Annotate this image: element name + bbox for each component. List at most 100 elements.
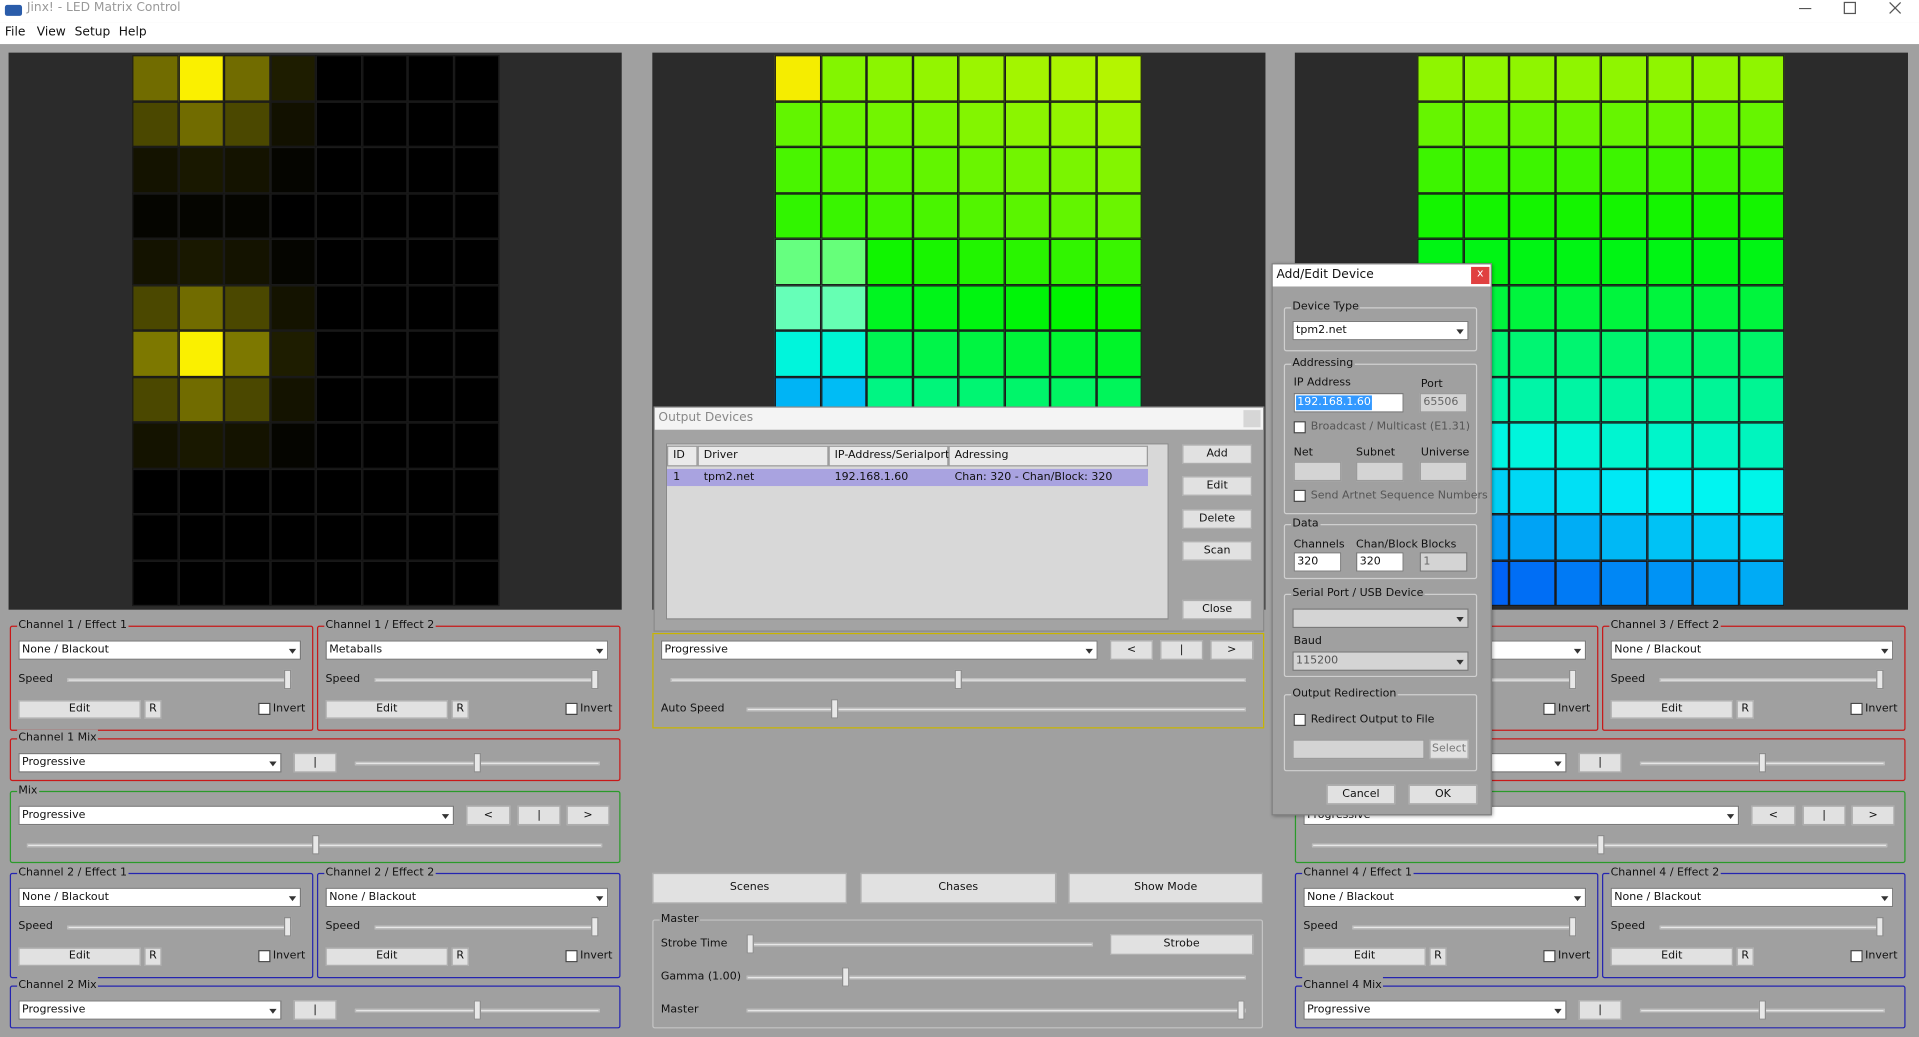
window-controls[interactable] <box>1787 0 1919 22</box>
button[interactable]: Edit <box>1182 476 1252 496</box>
button[interactable]: | <box>1160 640 1204 660</box>
button[interactable]: R <box>451 947 469 966</box>
button[interactable]: Add <box>1182 444 1252 465</box>
button[interactable]: > <box>566 805 610 826</box>
dropdown[interactable] <box>18 752 282 773</box>
slider-thumb[interactable] <box>746 934 754 954</box>
checkbox[interactable] <box>1543 702 1556 715</box>
button[interactable]: R <box>144 700 162 719</box>
dropdown[interactable] <box>18 887 302 908</box>
button[interactable]: Close <box>1182 599 1252 620</box>
slider-thumb[interactable] <box>283 669 292 690</box>
led-cell <box>1738 101 1785 147</box>
button[interactable]: Chases <box>860 872 1057 904</box>
dropdown[interactable] <box>1292 651 1469 671</box>
button[interactable]: R <box>1736 700 1754 719</box>
button[interactable]: Edit <box>325 700 448 719</box>
slider-thumb[interactable] <box>1876 669 1884 690</box>
dialog-close[interactable]: x <box>1471 266 1490 285</box>
checkbox[interactable] <box>565 950 578 963</box>
dropdown[interactable] <box>325 640 609 660</box>
group-box <box>1294 872 1599 979</box>
slider-thumb[interactable] <box>591 917 599 937</box>
button[interactable]: Edit <box>1303 947 1426 966</box>
slider-thumb[interactable] <box>473 752 481 773</box>
dropdown[interactable] <box>18 805 455 826</box>
menu-item[interactable]: View <box>36 25 66 40</box>
dropdown[interactable] <box>1610 887 1894 908</box>
dropdown[interactable] <box>1303 1000 1567 1020</box>
slider-thumb[interactable] <box>954 669 962 690</box>
dropdown[interactable] <box>1303 887 1587 908</box>
button[interactable]: Edit <box>1610 700 1733 719</box>
data-field[interactable] <box>1356 552 1404 572</box>
slider-thumb[interactable] <box>312 834 320 855</box>
slider-thumb[interactable] <box>842 967 850 987</box>
button[interactable]: Delete <box>1182 509 1252 529</box>
button[interactable]: R <box>144 947 162 966</box>
dropdown[interactable] <box>18 1000 282 1020</box>
checkbox[interactable] <box>1543 950 1556 963</box>
data-field[interactable] <box>1293 552 1342 572</box>
dropdown[interactable] <box>1292 320 1469 341</box>
button[interactable]: | <box>1578 1000 1622 1020</box>
slider-thumb[interactable] <box>1876 917 1884 937</box>
button[interactable]: OK <box>1408 784 1478 805</box>
checkbox[interactable] <box>1850 950 1863 963</box>
button[interactable]: < <box>1110 640 1153 660</box>
checkbox[interactable] <box>1293 489 1306 502</box>
window-close[interactable] <box>1243 410 1261 428</box>
slider-thumb[interactable] <box>1237 1000 1245 1020</box>
button[interactable]: R <box>1736 947 1754 966</box>
device-row-highlight[interactable] <box>666 468 1148 487</box>
button[interactable]: > <box>1851 805 1895 826</box>
button[interactable]: < <box>1751 805 1796 826</box>
button[interactable]: | <box>293 752 337 773</box>
button[interactable]: R <box>451 700 469 719</box>
checkbox[interactable] <box>1293 713 1306 727</box>
button[interactable]: < <box>466 805 511 826</box>
invert-label: Invert <box>1865 702 1898 715</box>
slider-thumb[interactable] <box>1758 1000 1767 1020</box>
menu-item[interactable]: Help <box>118 25 147 40</box>
button[interactable]: > <box>1210 640 1254 660</box>
button[interactable]: | <box>1578 752 1622 773</box>
dropdown[interactable] <box>325 887 609 908</box>
slider-thumb[interactable] <box>591 669 599 690</box>
button[interactable]: Edit <box>18 947 141 966</box>
slider-thumb[interactable] <box>1568 917 1577 937</box>
checkbox[interactable] <box>1293 421 1306 434</box>
menu-item[interactable]: File <box>4 25 26 40</box>
checkbox[interactable] <box>258 702 271 715</box>
slider-thumb[interactable] <box>1597 834 1605 855</box>
led-cell <box>1738 55 1785 102</box>
button[interactable]: Edit <box>325 947 448 966</box>
led-cell <box>269 238 316 285</box>
menu-item[interactable]: Setup <box>74 25 111 40</box>
button[interactable]: Strobe <box>1110 934 1254 955</box>
slider-thumb[interactable] <box>830 699 839 719</box>
dropdown[interactable] <box>1610 640 1894 660</box>
slider-thumb[interactable] <box>1758 752 1767 773</box>
button[interactable]: Edit <box>1610 947 1733 966</box>
button[interactable]: | <box>1802 805 1846 826</box>
dropdown[interactable] <box>1292 608 1469 629</box>
button[interactable]: Scenes <box>652 872 847 904</box>
checkbox[interactable] <box>1850 702 1863 715</box>
checkbox[interactable] <box>258 950 271 963</box>
button[interactable]: Cancel <box>1326 784 1396 805</box>
button[interactable]: | <box>517 805 561 826</box>
checkbox[interactable] <box>565 702 578 715</box>
dropdown[interactable] <box>660 640 1098 660</box>
button[interactable]: Show Mode <box>1068 872 1264 904</box>
dropdown[interactable] <box>18 640 302 660</box>
button[interactable]: R <box>1429 947 1447 966</box>
led-cell <box>453 560 500 607</box>
slider-thumb[interactable] <box>473 1000 481 1020</box>
button[interactable]: | <box>293 1000 337 1020</box>
button[interactable]: Select <box>1429 739 1469 760</box>
button[interactable]: Edit <box>18 700 141 719</box>
slider-thumb[interactable] <box>1568 669 1577 690</box>
button[interactable]: Scan <box>1182 541 1252 561</box>
slider-thumb[interactable] <box>283 917 292 937</box>
